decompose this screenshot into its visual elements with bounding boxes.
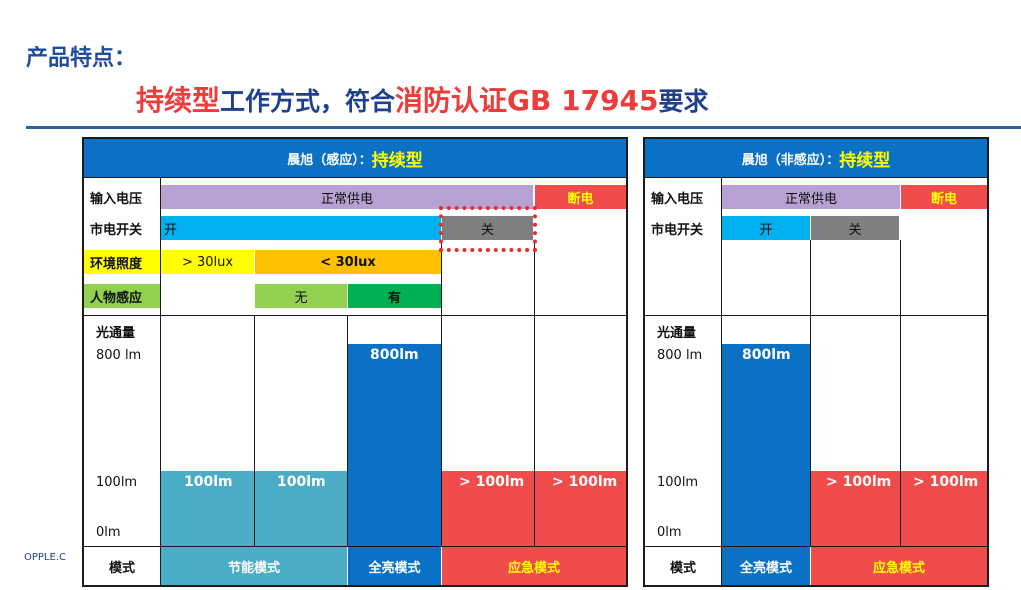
right-axis-zero: 0lm (657, 525, 682, 540)
left-divider-col-4 (534, 240, 535, 546)
right-bar-full-bright (722, 344, 810, 546)
right-panel-header: 晨旭（非感应）： 持续型 (645, 139, 987, 177)
left-bar-emergency-2 (535, 471, 626, 546)
right-mode-emergency: 应急模式 (811, 547, 987, 585)
right-divider-mode (645, 546, 987, 547)
left-divider-header (84, 177, 626, 178)
left-divider-col-3 (441, 240, 442, 546)
left-input-voltage-power-off: 断电 (535, 185, 626, 209)
left-bar-label-4: > 100lm (459, 474, 525, 490)
right-panel: 晨旭（非感应）： 持续型 输入电压 正常供电 断电 市电开关 开 关 模式 全亮模… (643, 137, 989, 587)
left-bar-emergency-1 (442, 471, 534, 546)
left-label-ambient-lux: 环境照度 (84, 250, 160, 274)
left-presence-yes: 有 (348, 284, 441, 308)
right-divider-label-col (721, 177, 722, 585)
right-divider-header (645, 177, 987, 178)
left-divider-label-col (160, 177, 161, 585)
left-bar-label-5: > 100lm (552, 474, 618, 490)
right-bar-emergency-2 (901, 471, 987, 546)
left-bar-energy-saving-1 (161, 471, 254, 546)
left-switch-off-highlight (439, 206, 537, 252)
right-mode-full-bright: 全亮模式 (722, 547, 810, 585)
left-input-voltage-normal: 正常供电 (161, 185, 533, 209)
headline-highlight-1: 持续型 (136, 84, 221, 117)
left-divider-col-1 (254, 315, 255, 546)
right-axis-mid: 100lm (657, 475, 699, 490)
left-ambient-lux-low: < 30lux (255, 250, 441, 274)
right-input-voltage-normal: 正常供电 (722, 185, 900, 209)
left-axis-max: 800 lm (96, 348, 142, 363)
right-bar-label-1: 800lm (742, 347, 791, 363)
left-label-mode: 模式 (108, 560, 135, 576)
left-label-presence: 人物感应 (84, 284, 160, 308)
right-input-voltage-power-off: 断电 (901, 185, 987, 209)
right-panel-title-prefix: 晨旭（非感应）： (741, 152, 840, 168)
left-panel: 晨旭（感应）： 持续型 输入电压 正常供电 断电 市电开关 开 关 环境照度 > … (82, 137, 628, 587)
left-mode-emergency: 应急模式 (442, 547, 626, 585)
left-bar-label-1: 100lm (184, 474, 233, 490)
right-label-luminous-flux: 光通量 (657, 326, 697, 341)
left-label-mains-switch: 市电开关 (90, 222, 143, 238)
left-panel-title-prefix: 晨旭（感应）： (287, 152, 372, 168)
right-panel-title-highlight: 持续型 (839, 150, 891, 171)
title-divider (26, 126, 1021, 129)
left-mode-energy-saving: 节能模式 (161, 547, 347, 585)
left-label-input-voltage: 输入电压 (90, 191, 143, 207)
left-axis-zero: 0lm (96, 525, 121, 540)
left-axis-mid: 100lm (96, 475, 138, 490)
headline-text-1: 工作方式，符合 (220, 87, 396, 116)
left-bar-label-3: 800lm (370, 347, 419, 363)
footer-text: OPPLE.C (24, 552, 66, 563)
left-panel-header: 晨旭（感应）： 持续型 (84, 139, 626, 177)
left-presence-none: 无 (255, 284, 347, 308)
left-bar-full-bright (348, 344, 441, 546)
right-divider-col-1 (810, 240, 811, 546)
left-mains-switch-on: 开 (161, 216, 441, 240)
left-panel-title-highlight: 持续型 (371, 150, 423, 171)
left-bar-label-2: 100lm (277, 474, 326, 490)
right-bar-label-3: > 100lm (913, 474, 979, 490)
right-label-mains-switch: 市电开关 (651, 222, 704, 238)
right-bar-label-2: > 100lm (826, 474, 892, 490)
left-ambient-lux-high: > 30lux (161, 250, 254, 274)
section-title: 产品特点： (26, 46, 137, 71)
left-divider-col-2 (347, 315, 348, 546)
right-label-mode: 模式 (669, 560, 696, 576)
right-mains-switch-on: 开 (722, 216, 810, 240)
headline-highlight-2: 消防认证GB 17945 (395, 84, 659, 117)
left-mode-full-bright: 全亮模式 (348, 547, 441, 585)
right-axis-max: 800 lm (657, 348, 703, 363)
right-divider-col-2 (900, 240, 901, 546)
headline-text-2: 要求 (658, 87, 709, 116)
right-bar-emergency-1 (811, 471, 900, 546)
headline: 持续型工作方式，符合消防认证GB 17945要求 (136, 79, 709, 119)
left-bar-energy-saving-2 (255, 471, 347, 546)
right-mains-switch-off: 关 (811, 216, 899, 240)
right-label-input-voltage: 输入电压 (651, 191, 704, 207)
left-divider-mode (84, 546, 626, 547)
left-label-luminous-flux: 光通量 (96, 326, 136, 341)
left-mains-switch-off: 关 (442, 216, 533, 240)
right-divider-chart-top (645, 315, 987, 316)
left-divider-chart-top (84, 315, 626, 316)
